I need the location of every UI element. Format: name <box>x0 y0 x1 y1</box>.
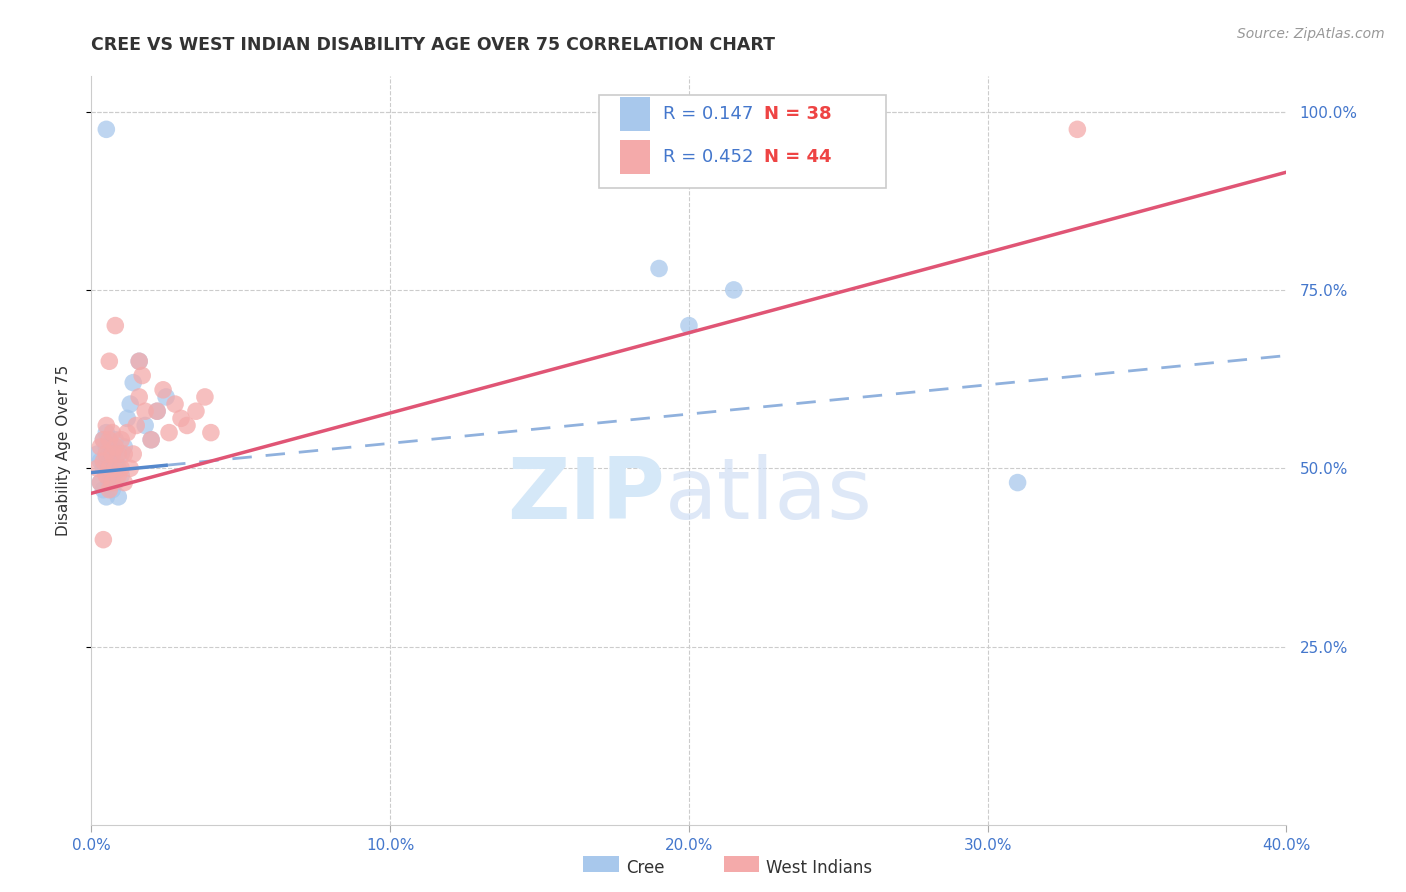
Point <box>1007 475 1029 490</box>
Point <box>107 461 129 475</box>
Point <box>122 376 145 390</box>
Text: Cree: Cree <box>626 859 664 877</box>
Text: R = 0.452: R = 0.452 <box>662 148 754 166</box>
Point <box>134 418 156 433</box>
Point <box>101 468 124 483</box>
Point <box>155 390 177 404</box>
Point <box>98 461 121 475</box>
Point <box>170 411 193 425</box>
FancyBboxPatch shape <box>599 95 886 188</box>
Point <box>98 433 121 447</box>
Point <box>110 433 132 447</box>
Point <box>98 461 121 475</box>
Point <box>101 425 124 440</box>
Point <box>152 383 174 397</box>
Point <box>104 433 127 447</box>
Point <box>104 461 127 475</box>
Point <box>89 454 111 468</box>
Point <box>112 475 135 490</box>
Point <box>115 425 138 440</box>
Point <box>96 468 118 483</box>
Point <box>176 418 198 433</box>
Text: atlas: atlas <box>665 454 873 537</box>
Point <box>723 283 745 297</box>
Point <box>104 318 127 333</box>
Point <box>110 468 132 483</box>
Point <box>93 433 115 447</box>
Point <box>86 461 108 475</box>
Point <box>101 440 124 454</box>
Point <box>96 447 118 461</box>
Text: CREE VS WEST INDIAN DISABILITY AGE OVER 75 CORRELATION CHART: CREE VS WEST INDIAN DISABILITY AGE OVER … <box>91 36 775 54</box>
Point <box>96 468 118 483</box>
Point <box>96 425 118 440</box>
Point <box>96 490 118 504</box>
Text: N = 44: N = 44 <box>765 148 832 166</box>
Point <box>89 475 111 490</box>
Point <box>107 490 129 504</box>
Point <box>101 483 124 497</box>
Point <box>146 404 169 418</box>
Point <box>101 475 124 490</box>
Point <box>107 447 129 461</box>
Point <box>110 447 132 461</box>
Point <box>101 447 124 461</box>
Point <box>98 354 121 368</box>
Text: N = 38: N = 38 <box>765 105 832 123</box>
Point <box>120 397 142 411</box>
Point <box>648 261 671 276</box>
Point <box>112 447 135 461</box>
Point <box>128 354 150 368</box>
Point <box>125 418 148 433</box>
Point <box>141 433 163 447</box>
Point <box>110 461 132 475</box>
Point <box>98 447 121 461</box>
Point <box>128 354 150 368</box>
Y-axis label: Disability Age Over 75: Disability Age Over 75 <box>56 365 70 536</box>
Point <box>98 475 121 490</box>
Point <box>96 440 118 454</box>
Point <box>96 454 118 468</box>
Point <box>86 447 108 461</box>
Text: Source: ZipAtlas.com: Source: ZipAtlas.com <box>1237 27 1385 41</box>
Point <box>131 368 153 383</box>
Point <box>1066 122 1088 136</box>
Point <box>141 433 163 447</box>
Point <box>163 397 186 411</box>
Text: ZIP: ZIP <box>508 454 665 537</box>
Text: R = 0.147: R = 0.147 <box>662 105 754 123</box>
Point <box>104 475 127 490</box>
Point <box>157 425 180 440</box>
Point <box>104 454 127 468</box>
Point <box>96 418 118 433</box>
Point <box>93 461 115 475</box>
Point <box>104 440 127 454</box>
Point <box>200 425 222 440</box>
Point <box>93 433 115 447</box>
Text: West Indians: West Indians <box>766 859 872 877</box>
Point <box>93 454 115 468</box>
Point <box>98 483 121 497</box>
Point <box>115 411 138 425</box>
Point <box>128 390 150 404</box>
Point <box>89 440 111 454</box>
Point <box>134 404 156 418</box>
Point <box>194 390 217 404</box>
Point <box>122 447 145 461</box>
Point <box>112 440 135 454</box>
Point <box>96 122 118 136</box>
Point <box>89 475 111 490</box>
Point <box>146 404 169 418</box>
FancyBboxPatch shape <box>620 140 650 174</box>
Point <box>120 461 142 475</box>
Point <box>93 483 115 497</box>
Point <box>93 533 115 547</box>
FancyBboxPatch shape <box>620 97 650 131</box>
Point <box>678 318 700 333</box>
Point <box>184 404 207 418</box>
Point <box>107 468 129 483</box>
